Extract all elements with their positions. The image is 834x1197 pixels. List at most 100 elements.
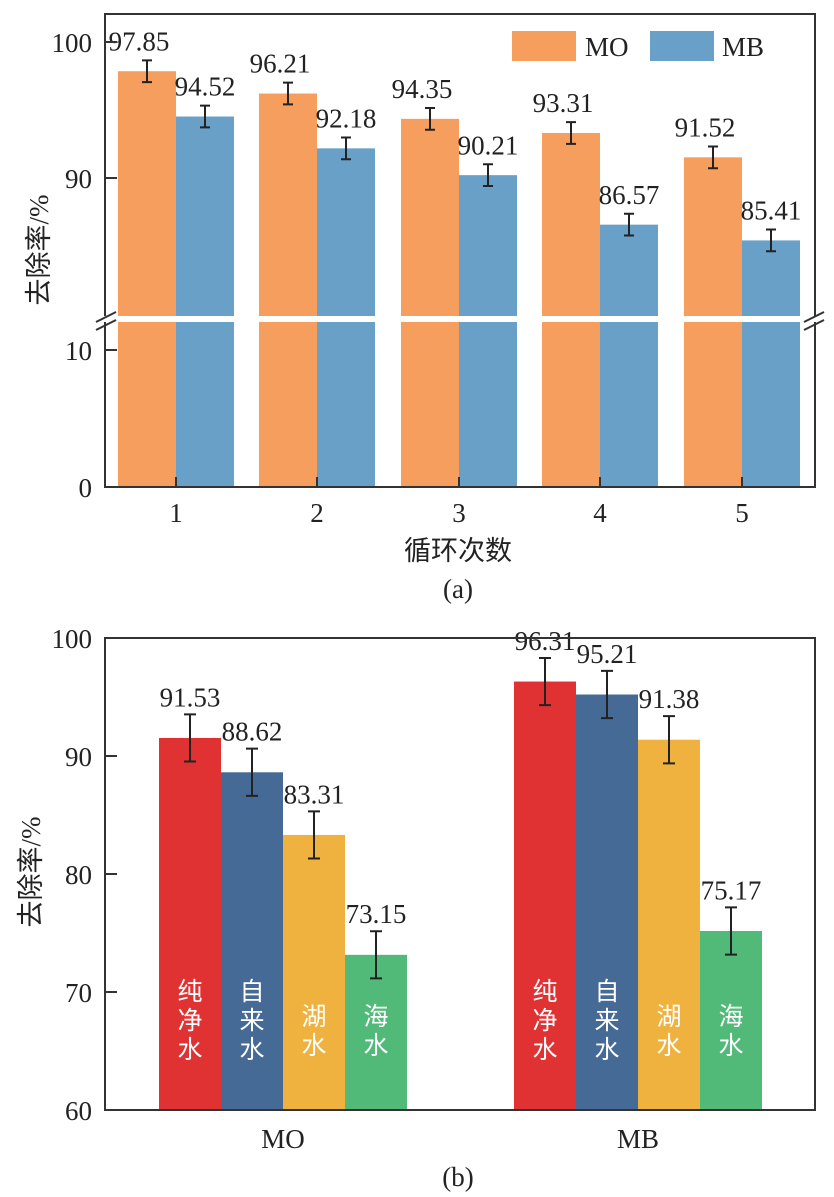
in-bar-label: 自 — [594, 978, 619, 1006]
data-label: 91.53 — [160, 682, 221, 712]
y-tick-label: 100 — [52, 28, 93, 58]
data-label: 96.31 — [515, 626, 576, 656]
data-label: 92.18 — [316, 103, 377, 133]
in-bar-label: 湖 — [301, 1003, 326, 1031]
error-bar — [566, 121, 576, 145]
x-axis-label: 循环次数 — [404, 536, 512, 566]
bar-MB-纯净水 — [514, 681, 576, 1110]
bar-lower-MO-3 — [401, 322, 459, 487]
error-bar — [246, 747, 258, 797]
bar-lower-MB-1 — [176, 322, 234, 487]
x-tick-label: 4 — [593, 498, 607, 528]
bar-MB-3 — [459, 175, 517, 316]
in-bar-label: 海 — [363, 1003, 388, 1031]
bar-MB-湖水 — [638, 739, 700, 1110]
bar-MB-海水 — [700, 930, 762, 1110]
data-label: 97.85 — [109, 26, 170, 56]
data-label: 91.52 — [675, 112, 736, 142]
bar-MO-5 — [684, 157, 742, 316]
legend-label: MB — [722, 32, 764, 62]
data-label: 93.31 — [533, 88, 594, 118]
x-tick-label: 2 — [310, 498, 324, 528]
bar-MO-海水 — [345, 954, 407, 1110]
data-label: 91.38 — [639, 684, 700, 714]
bar-MO-2 — [259, 93, 317, 316]
bar-MB-1 — [176, 116, 234, 316]
error-bar — [483, 163, 493, 188]
in-bar-label: 水 — [718, 1032, 743, 1060]
in-bar-label: 水 — [363, 1032, 388, 1060]
data-label: 96.21 — [250, 49, 311, 79]
bar-MB-5 — [742, 240, 800, 316]
axes-frame-b — [104, 637, 816, 1111]
bar-lower-MB-3 — [459, 322, 517, 487]
error-bar — [370, 930, 382, 980]
in-bar-label: 净 — [532, 1007, 557, 1035]
x-tick-label: 5 — [735, 498, 749, 528]
y-axis-label: 去除率/% — [24, 195, 54, 306]
x-tick-label: 1 — [169, 498, 183, 528]
in-bar-label: 纯 — [532, 978, 557, 1006]
bar-MO-自来水 — [221, 772, 283, 1110]
x-tick-label: MB — [617, 1124, 659, 1154]
in-bar-label: 水 — [301, 1032, 326, 1060]
data-label: 83.31 — [284, 779, 345, 809]
bar-lower-MO-5 — [684, 322, 742, 487]
legend-swatch-MB — [650, 31, 714, 61]
error-bar — [184, 713, 196, 763]
y-tick-label: 80 — [65, 860, 92, 890]
bar-lower-MO-2 — [259, 322, 317, 487]
error-bar — [624, 212, 634, 237]
bar-MB-4 — [600, 224, 658, 316]
in-bar-label: 来 — [594, 1008, 619, 1035]
error-bar — [341, 136, 351, 161]
error-bar — [308, 810, 320, 860]
bar-lower-MB-5 — [742, 322, 800, 487]
x-tick-label: MO — [261, 1124, 305, 1154]
data-label: 85.41 — [741, 196, 802, 226]
bar-MO-1 — [118, 71, 176, 317]
in-bar-label: 湖 — [656, 1003, 681, 1031]
error-bar — [200, 104, 210, 129]
in-bar-label: 水 — [239, 1036, 264, 1064]
bar-lower-MO-4 — [542, 322, 600, 487]
in-bar-label: 水 — [177, 1036, 202, 1064]
error-bar — [725, 906, 737, 956]
error-bar — [283, 81, 293, 106]
in-bar-label: 水 — [532, 1036, 557, 1064]
in-bar-label: 水 — [594, 1036, 619, 1064]
data-label: 94.52 — [175, 72, 236, 102]
bar-lower-MO-1 — [118, 322, 176, 487]
data-label: 94.35 — [392, 74, 453, 104]
in-bar-label: 水 — [656, 1032, 681, 1060]
data-label: 95.21 — [577, 639, 638, 669]
error-bar — [601, 669, 613, 720]
error-bar — [539, 656, 551, 707]
y-tick-label: 90 — [65, 164, 92, 194]
bar-MB-自来水 — [576, 694, 638, 1110]
y-axis-label: 去除率/% — [16, 817, 46, 928]
in-bar-label: 海 — [718, 1003, 743, 1031]
error-bar — [766, 228, 776, 253]
panel-label: (b) — [442, 1162, 473, 1192]
data-label: 90.21 — [458, 130, 519, 160]
y-tick-label: 90 — [65, 742, 92, 772]
in-bar-label: 纯 — [177, 978, 202, 1006]
y-tick-label: 10 — [65, 336, 92, 366]
bar-MO-湖水 — [283, 834, 345, 1110]
bar-MO-3 — [401, 118, 459, 316]
legend-label: MO — [585, 32, 629, 62]
in-bar-label: 来 — [239, 1008, 264, 1035]
data-label: 88.62 — [222, 717, 283, 747]
axis-break-gap — [100, 316, 820, 322]
bar-MB-2 — [317, 148, 375, 316]
panel-label: (a) — [443, 574, 473, 604]
y-tick-label: 70 — [65, 978, 92, 1008]
bar-MO-纯净水 — [159, 737, 221, 1110]
bar-lower-MB-2 — [317, 322, 375, 487]
y-tick-label: 60 — [65, 1096, 92, 1126]
in-bar-label: 净 — [177, 1007, 202, 1035]
bar-MO-4 — [542, 132, 600, 316]
data-label: 86.57 — [599, 180, 660, 210]
bar-lower-MB-4 — [600, 322, 658, 487]
